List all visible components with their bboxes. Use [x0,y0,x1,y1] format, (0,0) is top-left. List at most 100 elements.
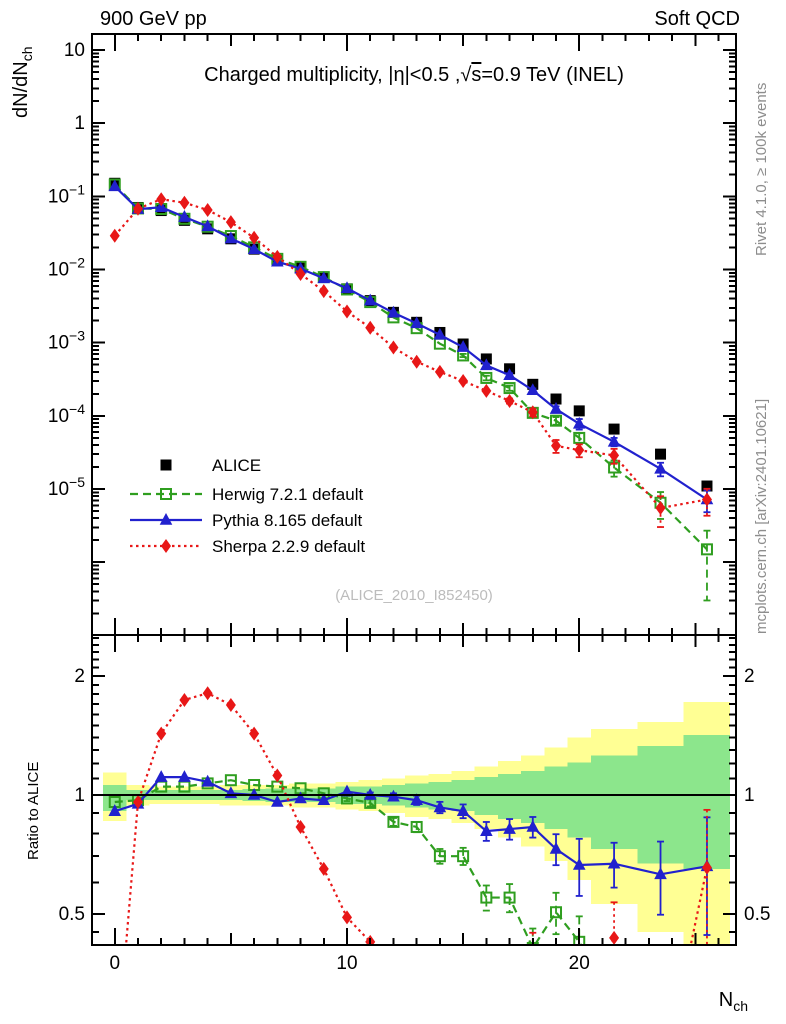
y-tick-label-ratio-left: 1 [74,785,85,806]
legend-sample-herwig [130,488,202,500]
main-marker-herwig [480,371,493,384]
ratio-marker-herwig [480,891,493,904]
ratio-marker-pythia [247,788,261,800]
ratio-marker-sherpa [701,860,712,875]
main-marker-herwig [700,543,713,556]
x-tick-label: 20 [569,953,590,974]
ratio-marker-pythia [294,791,307,804]
main-marker-pythia [607,434,621,447]
main-marker-pythia [108,179,122,192]
band-inner-bin [521,771,545,823]
y-tick-label-main: 10−1 [48,181,85,207]
legend-label-pythia: Pythia 8.165 default [212,511,363,530]
ratio-marker-pythia [526,819,540,832]
main-marker-pythia [201,219,214,232]
main-marker-sherpa [179,195,190,210]
ratio-marker-sherpa [341,910,352,925]
plot-title: Charged multiplicity, |η|<0.5 ,√s=0.9 Te… [204,64,624,86]
legend-sample-sherpa [130,539,202,553]
main-marker-sherpa [109,228,120,243]
band-inner-bin [474,777,498,815]
main-marker-sherpa [202,202,213,217]
ratio-marker-herwig [503,891,516,904]
ratio-marker-pythia [108,804,122,816]
main-marker-sherpa [341,304,352,319]
main-marker-pythia [503,368,516,380]
tick-labels: 10 1 10−1 10−2 10−3 10−4 10−5 2 2 1 1 0.5 0.5 0 10 20 [48,40,771,974]
main-marker-pythia [317,271,331,284]
main-marker-sherpa [225,215,236,230]
main-marker-alice [573,405,585,417]
x-axis-title: Nch [719,989,748,1014]
main-marker-sherpa [551,438,562,453]
ratio-marker-sherpa [318,861,329,876]
ratio-series-pythia [108,770,714,936]
ratio-marker-pythia [549,842,563,854]
ratio-marker-herwig [410,820,423,833]
ratio-marker-herwig [457,850,470,863]
main-marker-sherpa [295,266,306,281]
main-marker-sherpa [481,383,492,398]
ratio-marker-sherpa [528,945,538,959]
ratio-panel-frame [91,634,737,946]
main-marker-alice [655,448,667,460]
main-marker-sherpa [388,340,399,355]
ratio-marker-pythia [340,784,354,797]
main-series-sherpa [109,192,712,528]
ratio-marker-herwig [387,815,400,828]
y-tick-label-ratio-left: 0.5 [59,904,85,925]
panel-frames-and-ticks [91,33,737,946]
main-marker-pythia [572,416,586,429]
y-tick-label-main: 10−5 [48,474,85,500]
legend-marker-herwig [160,488,172,500]
main-marker-pythia [340,281,354,293]
ratio-marker-pythia [317,793,331,806]
ratio-marker-sherpa [609,930,620,945]
main-marker-pythia [549,402,563,414]
y-tick-label-main: 10−2 [48,255,85,281]
main-marker-pythia [363,293,377,306]
main-marker-sherpa [701,492,712,507]
rivet-version-note: Rivet 4.1.0, ≥ 100k events [753,83,770,256]
main-marker-sherpa [156,192,167,207]
main-marker-pythia [247,242,261,254]
ratio-marker-pythia [271,795,284,807]
y-tick-label-main: 10−3 [48,328,85,354]
main-marker-sherpa [249,230,260,245]
main-marker-sherpa [609,448,620,463]
ratio-series-sherpa [124,686,712,959]
x-tick-label: 10 [336,953,357,974]
y-tick-label-ratio-right: 0.5 [744,904,770,925]
main-marker-pythia [526,383,540,396]
ratio-marker-herwig [224,774,237,787]
main-series-pythia [108,179,714,514]
main-marker-pythia [456,340,470,352]
main-marker-sherpa [574,443,585,458]
legend-label-herwig: Herwig 7.2.1 default [212,485,363,504]
ratio-marker-pythia [480,824,493,836]
main-marker-sherpa [527,405,538,420]
ratio-marker-herwig [433,850,446,863]
y-axis-title-main: dN/dNch [10,47,35,119]
band-inner-bin [497,774,522,819]
ratio-marker-pythia [503,822,516,834]
main-marker-alice [608,423,620,435]
ratio-marker-pythia [410,793,423,806]
main-marker-pythia [433,327,447,340]
main-marker-alice [701,480,713,492]
ratio-marker-sherpa [249,726,260,741]
main-line-herwig [113,183,708,551]
legend-marker-sherpa [161,539,171,553]
ratio-marker-herwig [550,906,563,919]
y-tick-label-ratio-right: 2 [744,666,755,687]
y-tick-label-main: 10 [64,40,85,61]
main-marker-sherpa [504,393,515,408]
main-marker-sherpa [458,373,469,388]
y-tick-label-main: 10−4 [48,401,85,427]
ratio-marker-sherpa [156,726,167,741]
ratio-marker-pythia [201,774,214,787]
ratio-marker-sherpa [132,795,143,810]
main-marker-pythia [480,358,493,371]
